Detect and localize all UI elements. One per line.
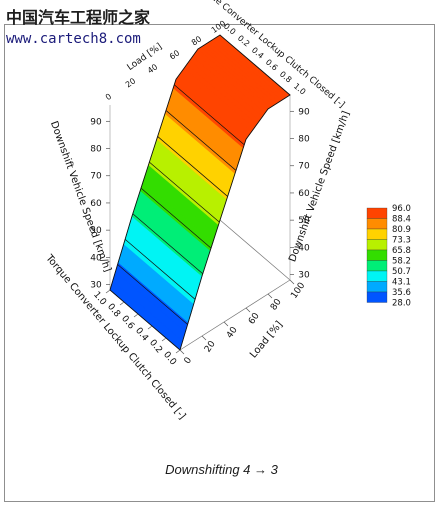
x-top-tick-label: 20 — [124, 76, 138, 89]
y-tick-label: 0.8 — [105, 302, 122, 320]
x-tick — [179, 349, 185, 355]
z-tick-label-right: 60 — [298, 189, 310, 199]
chart-caption: Downshifting 4 → 3 — [165, 462, 278, 477]
colorbar-label: 88.4 — [392, 215, 411, 225]
surface-outline — [109, 34, 291, 351]
y-tick-label: 0.0 — [161, 350, 178, 368]
y-top-tick-label: 1.0 — [292, 82, 308, 97]
watermark-brand: 中国汽车工程师之家 — [6, 8, 151, 27]
z-tick-label-left: 60 — [90, 199, 102, 209]
colorbar-label: 73.3 — [392, 236, 411, 246]
z-tick-label-left: 40 — [90, 253, 102, 263]
contour-line — [149, 161, 220, 223]
x-tick-label: 20 — [203, 339, 218, 354]
contour-line — [117, 264, 188, 325]
x-tick-label: 60 — [247, 311, 262, 326]
y-tick-label: 0.4 — [133, 326, 150, 344]
z-axis-label-left: Downshift Vehicle Speed [km/h] — [48, 120, 113, 274]
x-top-tick-label: 40 — [146, 62, 160, 75]
x-tick-label: 100 — [289, 281, 307, 301]
base-edge — [219, 219, 291, 281]
z-tick-label-right: 40 — [298, 243, 310, 253]
colorbar-swatch — [366, 270, 388, 282]
colorbar-label: 28.0 — [392, 299, 411, 309]
base-edge — [179, 279, 291, 351]
y-tick — [105, 289, 111, 294]
contour-line — [165, 110, 237, 171]
colorbar-label: 50.7 — [392, 267, 411, 277]
colorbar-swatch — [366, 218, 388, 230]
y-tick — [175, 349, 181, 354]
x-top-tick-label: 60 — [168, 48, 182, 61]
z-tick-label-left: 90 — [90, 117, 102, 127]
x-tick — [201, 335, 207, 341]
z-tick-label-left: 50 — [90, 226, 102, 236]
z-tick-label-right: 80 — [298, 135, 310, 145]
z-tick-label-right: 50 — [298, 216, 310, 226]
colorbar-label: 96.0 — [392, 204, 411, 214]
colorbar-label: 80.9 — [392, 225, 411, 235]
x-tick — [289, 279, 295, 285]
z-tick-label-right: 30 — [298, 271, 310, 281]
y-top-tick-label: 0.2 — [236, 34, 252, 49]
colorbar-swatch — [366, 239, 388, 251]
contour-line — [132, 213, 203, 275]
colorbar-label: 35.6 — [392, 288, 411, 298]
colorbar-swatch — [366, 260, 388, 272]
colorbar-swatch — [366, 291, 388, 303]
y-tick — [161, 337, 167, 342]
x-top-tick-label: 80 — [190, 34, 204, 47]
z-tick-label-right: 90 — [298, 107, 310, 117]
x-tick — [267, 293, 273, 299]
x-tick-label: 0 — [183, 355, 195, 366]
x-tick — [223, 321, 229, 327]
z-tick-label-left: 80 — [90, 145, 102, 155]
y-tick-label: 0.6 — [119, 314, 136, 332]
colorbar-swatch — [366, 249, 388, 261]
y-tick — [147, 325, 153, 330]
colorbar-swatch — [366, 228, 388, 240]
colorbar-label: 65.8 — [392, 246, 411, 256]
x-tick-label: 40 — [225, 325, 240, 340]
colorbar-swatch — [366, 207, 388, 219]
y-top-tick-label: 0.4 — [250, 46, 266, 61]
contour-line — [124, 239, 196, 300]
z-tick-label-right: 70 — [298, 162, 310, 172]
z-tick-label-left: 70 — [90, 172, 102, 182]
y-tick — [119, 301, 125, 306]
x-tick-label: 80 — [269, 297, 284, 312]
x-tick — [245, 307, 251, 313]
z-tick-label-left: 30 — [90, 281, 102, 291]
y-tick — [133, 313, 139, 318]
x-top-tick-label: 0 — [104, 92, 113, 102]
y-top-tick-label: 0.6 — [264, 58, 280, 73]
colorbar-swatch — [366, 281, 388, 293]
contour-line — [140, 187, 212, 249]
contour-line — [174, 84, 245, 146]
watermark-url: www.cartech8.com — [6, 31, 141, 47]
contour-line — [157, 136, 228, 197]
colorbar-label: 43.1 — [392, 278, 411, 288]
y-tick-label: 0.2 — [147, 338, 164, 355]
z-axis-label-right: Downshift Vehicle Speed [km/h] — [287, 110, 352, 264]
y-top-tick-label: 0.8 — [278, 70, 294, 85]
colorbar-label: 58.2 — [392, 257, 411, 267]
